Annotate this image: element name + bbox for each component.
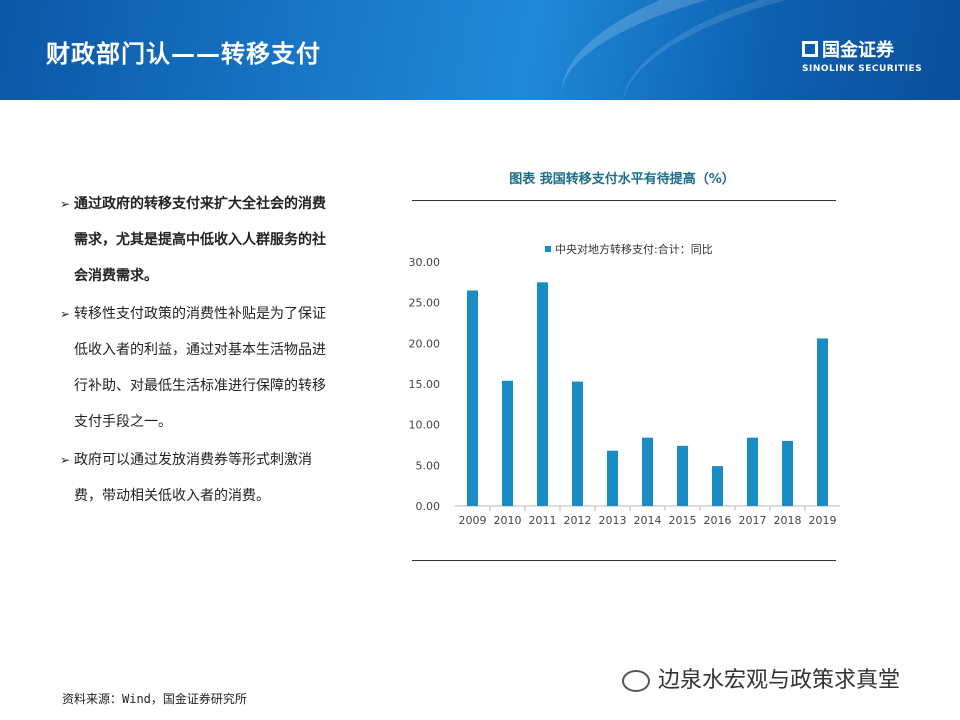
chart-bottom-rule xyxy=(412,560,836,561)
arrow-icon: ➢ xyxy=(60,453,71,467)
watermark: 边泉水宏观与政策求真堂 xyxy=(622,662,900,694)
chart-top-rule xyxy=(412,200,836,201)
bar xyxy=(502,380,513,506)
bullet-list: ➢ 通过政府的转移支付来扩大全社会的消费需求，尤其是提高中低收入人群服务的社会消费… xyxy=(60,186,330,516)
x-tick-label: 2013 xyxy=(599,514,627,527)
bar xyxy=(677,445,688,506)
x-tick-label: 2011 xyxy=(529,514,557,527)
x-tick-label: 2014 xyxy=(634,514,662,527)
wechat-icon xyxy=(622,670,650,692)
y-tick-label: 0.00 xyxy=(416,500,441,513)
y-tick-label: 30.00 xyxy=(409,256,441,269)
chart-title: 图表 我国转移支付水平有待提高（%） xyxy=(509,172,735,187)
bullet-text: 转移性支付政策的消费性补贴是为了保证低收入者的利益，通过对基本生活物品进行补助、… xyxy=(74,306,326,430)
x-tick-label: 2018 xyxy=(774,514,802,527)
y-tick-label: 25.00 xyxy=(409,297,441,310)
legend-label: 中央对地方转移支付:合计：同比 xyxy=(555,242,713,256)
bullet-text: 政府可以通过发放消费券等形式刺激消费，带动相关低收入者的消费。 xyxy=(74,452,312,504)
arrow-icon: ➢ xyxy=(60,197,71,211)
bullet-item: ➢ 政府可以通过发放消费券等形式刺激消费，带动相关低收入者的消费。 xyxy=(60,442,330,514)
page-title: 财政部门认——转移支付 xyxy=(46,40,321,68)
x-tick-label: 2019 xyxy=(809,514,837,527)
company-logo: 国金证券 SINOLINK SECURITIES xyxy=(802,36,932,74)
x-tick-label: 2017 xyxy=(739,514,767,527)
y-tick-label: 5.00 xyxy=(416,459,441,472)
logo-cn: 国金证券 xyxy=(822,40,894,61)
y-tick-label: 20.00 xyxy=(409,337,441,350)
logo-en: SINOLINK SECURITIES xyxy=(802,64,923,74)
bullet-item: ➢ 转移性支付政策的消费性补贴是为了保证低收入者的利益，通过对基本生活物品进行补助… xyxy=(60,296,330,440)
watermark-text: 边泉水宏观与政策求真堂 xyxy=(658,668,901,693)
x-tick-label: 2016 xyxy=(704,514,732,527)
bar xyxy=(642,437,653,506)
bullet-item: ➢ 通过政府的转移支付来扩大全社会的消费需求，尤其是提高中低收入人群服务的社会消费… xyxy=(60,186,330,294)
bar xyxy=(537,282,548,506)
logo-mark-icon xyxy=(802,41,818,57)
bar xyxy=(782,440,793,506)
arrow-icon: ➢ xyxy=(60,307,71,321)
y-tick-label: 10.00 xyxy=(409,419,441,432)
header-banner: 财政部门认——转移支付 国金证券 SINOLINK SECURITIES xyxy=(0,0,960,100)
source-note: 资料来源：Wind，国金证券研究所 xyxy=(62,692,247,706)
legend-swatch xyxy=(545,246,551,252)
x-tick-label: 2015 xyxy=(669,514,697,527)
bar xyxy=(607,450,618,506)
bar xyxy=(467,290,478,506)
bullet-text: 通过政府的转移支付来扩大全社会的消费需求，尤其是提高中低收入人群服务的社会消费需… xyxy=(74,196,326,284)
x-tick-label: 2009 xyxy=(459,514,487,527)
y-tick-label: 15.00 xyxy=(409,378,441,391)
bar xyxy=(747,437,758,506)
bar xyxy=(572,381,583,506)
x-tick-label: 2010 xyxy=(494,514,522,527)
bar-chart: 中央对地方转移支付:合计：同比 0.00 5.00 10.00 15.00 20.00 25… xyxy=(409,242,840,527)
x-tick-label: 2012 xyxy=(564,514,592,527)
bar xyxy=(712,466,723,506)
bar xyxy=(817,338,828,506)
